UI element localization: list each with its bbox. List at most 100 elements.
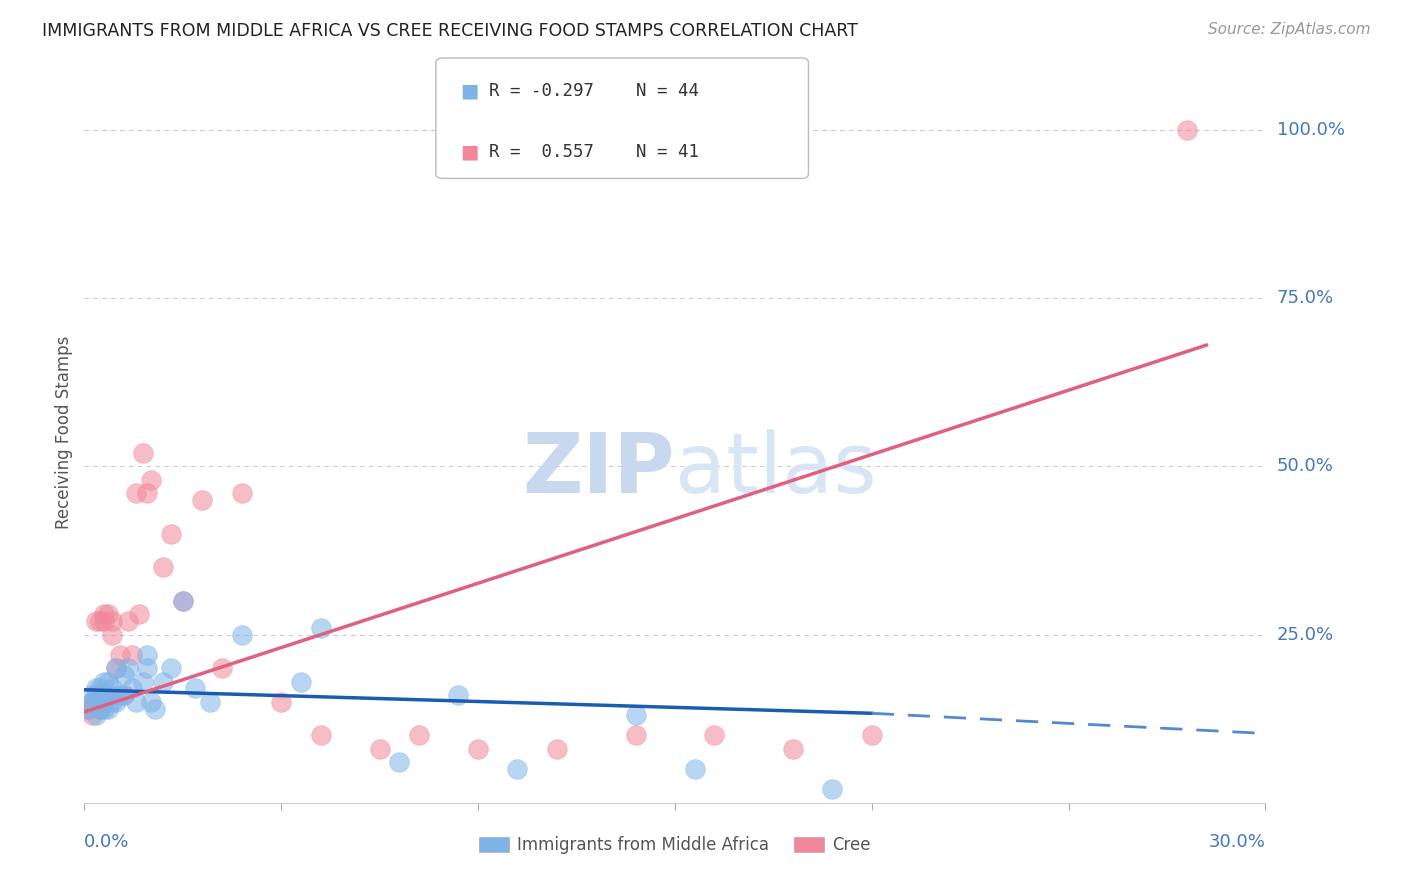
Point [97,701,120,715]
Point [408,729,430,743]
Point [200,695,222,709]
Point [160,661,183,675]
Point [77,701,100,715]
Point [97,695,120,709]
Point [89,701,111,715]
Y-axis label: Receiving Food Stamps: Receiving Food Stamps [55,336,73,529]
Point [141,695,163,709]
Point [821,782,844,797]
Point [368,742,391,756]
Text: IMMIGRANTS FROM MIDDLE AFRICA VS CREE RECEIVING FOOD STAMPS CORRELATION CHART: IMMIGRANTS FROM MIDDLE AFRICA VS CREE RE… [42,22,858,40]
Text: ■: ■ [460,142,478,161]
Point [290,674,312,689]
Point [124,486,146,500]
Point [309,621,332,635]
Point [84,695,107,709]
Point [121,648,143,662]
Point [84,681,107,696]
Point [270,695,292,709]
Point [388,756,411,770]
Point [104,695,127,709]
Text: 0.0%: 0.0% [84,833,129,851]
Text: 25.0%: 25.0% [1277,625,1334,643]
Point [136,648,159,662]
Point [82,688,104,702]
Point [89,681,111,696]
Point [143,701,166,715]
Point [89,695,111,709]
Point [132,446,155,460]
Point [117,614,139,628]
Point [93,607,115,622]
Text: ■: ■ [460,81,478,101]
Point [467,742,489,756]
Text: R = -0.297    N = 44: R = -0.297 N = 44 [489,82,699,100]
Point [1175,122,1198,136]
Point [93,674,115,689]
Point [84,708,107,723]
Point [683,762,706,776]
Point [211,661,233,675]
Point [782,742,804,756]
Point [172,594,194,608]
Point [160,526,183,541]
Point [93,614,115,628]
Point [101,695,124,709]
Point [624,729,647,743]
Point [82,695,104,709]
Point [124,695,146,709]
Point [97,674,120,689]
Point [231,486,253,500]
Point [82,695,104,709]
Point [136,661,159,675]
Point [309,729,332,743]
Point [117,661,139,675]
Point [112,688,135,702]
Point [89,701,111,715]
Point [546,742,568,756]
Point [121,681,143,696]
Point [77,701,100,715]
Point [84,614,107,628]
Point [506,762,529,776]
Text: 100.0%: 100.0% [1277,120,1344,139]
Point [84,688,107,702]
Point [97,688,120,702]
Point [101,627,124,641]
Point [112,688,135,702]
Point [860,729,883,743]
Point [703,729,725,743]
Point [231,627,253,641]
Point [152,560,174,574]
Point [108,688,131,702]
Point [104,661,127,675]
Point [97,607,120,622]
Text: 30.0%: 30.0% [1209,833,1265,851]
Text: R =  0.557    N = 41: R = 0.557 N = 41 [489,143,699,161]
Point [93,695,115,709]
Point [132,674,155,689]
Point [101,614,124,628]
Point [141,473,163,487]
Point [89,614,111,628]
Point [447,688,470,702]
Point [101,681,124,696]
Point [624,708,647,723]
Point [152,674,174,689]
Point [128,607,150,622]
Point [136,486,159,500]
Point [93,701,115,715]
Point [104,661,127,675]
Text: Source: ZipAtlas.com: Source: ZipAtlas.com [1208,22,1371,37]
Point [93,695,115,709]
Text: ZIP: ZIP [523,429,675,510]
Text: 75.0%: 75.0% [1277,289,1334,307]
Text: atlas: atlas [675,429,876,510]
Point [172,594,194,608]
Legend: Immigrants from Middle Africa, Cree: Immigrants from Middle Africa, Cree [472,830,877,861]
Text: 50.0%: 50.0% [1277,458,1333,475]
Point [82,708,104,723]
Point [183,681,205,696]
Point [108,648,131,662]
Point [112,668,135,682]
